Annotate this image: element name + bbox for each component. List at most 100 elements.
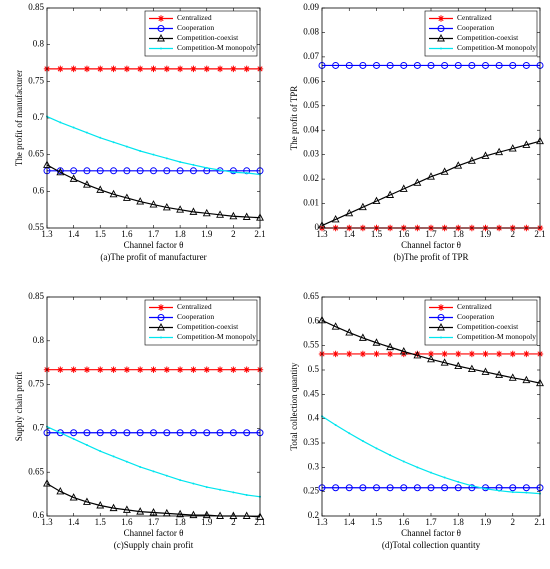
data-point: [245, 172, 248, 174]
data-point: [59, 121, 62, 124]
y-axis-label: Supply chain profit: [14, 371, 24, 441]
data-point: [508, 144, 517, 152]
data-point: [441, 61, 449, 69]
data-point: [454, 484, 462, 492]
data-point: [359, 484, 367, 492]
data-point: [346, 350, 353, 358]
data-point: [136, 167, 144, 175]
data-point: [334, 423, 337, 426]
y-tick-label: 0.55: [28, 222, 44, 232]
data-point: [205, 486, 208, 489]
data-point: [189, 510, 198, 519]
data-point: [331, 214, 340, 223]
data-point: [110, 65, 117, 73]
data-point: [232, 171, 235, 174]
data-point: [85, 131, 88, 134]
x-tick-label: 1.6: [398, 229, 410, 239]
data-point: [386, 190, 395, 198]
data-point: [427, 61, 435, 69]
data-point: [96, 167, 104, 175]
x-tick-label: 1.8: [453, 517, 465, 527]
y-tick-label: 0.65: [28, 149, 44, 159]
data-point: [152, 153, 155, 156]
y-tick-label: 0.45: [303, 388, 319, 398]
data-point: [176, 205, 185, 213]
y-axis-label: The profit of manufacturer: [14, 70, 24, 166]
data-point: [416, 466, 419, 469]
x-tick-label: 1.7: [148, 229, 160, 239]
y-tick-label: 0.55: [303, 340, 319, 350]
data-point: [216, 511, 225, 519]
data-point: [331, 322, 340, 330]
data-point: [358, 333, 367, 341]
x-axis-label: Channel factor θ: [124, 528, 184, 538]
data-point: [443, 476, 446, 479]
data-point: [136, 197, 145, 205]
series-line: [46, 164, 261, 219]
data-point: [216, 65, 224, 73]
legend-marker: [437, 34, 445, 42]
legend-marker: [157, 15, 165, 22]
data-point: [232, 491, 235, 494]
data-point: [243, 429, 251, 437]
data-point: [229, 167, 237, 175]
data-point: [440, 167, 449, 175]
legend-marker: [437, 323, 445, 331]
data-point: [190, 366, 197, 373]
y-tick-label: 0.8: [33, 39, 45, 49]
data-point: [150, 65, 157, 73]
data-point: [149, 200, 158, 208]
x-tick-label: 1.6: [121, 229, 133, 239]
x-tick-label: 1.4: [344, 229, 356, 239]
data-point: [179, 479, 182, 482]
legend-label: Centralized: [177, 13, 212, 22]
data-point: [400, 61, 408, 69]
data-point: [430, 471, 432, 474]
legend-marker: [160, 336, 162, 339]
data-point: [522, 61, 530, 69]
y-tick-label: 0.5: [308, 364, 320, 374]
data-point: [467, 364, 476, 372]
axes-frame: [321, 7, 541, 229]
y-tick-label: 0.75: [28, 379, 44, 389]
data-point: [414, 350, 421, 358]
data-point: [216, 366, 224, 373]
legend-label: Centralized: [457, 13, 492, 22]
data-point: [441, 484, 449, 492]
legend: CentralizedCooperationCompetition-coexis…: [424, 299, 538, 346]
y-tick-label: 0.6: [33, 510, 45, 520]
data-point: [413, 61, 421, 69]
y-axis-label: The profit of TPR: [289, 86, 299, 151]
data-point: [484, 487, 487, 490]
data-point: [56, 429, 64, 437]
data-point: [192, 482, 195, 485]
data-point: [495, 370, 504, 378]
data-point: [96, 185, 105, 193]
data-point: [389, 454, 392, 457]
y-tick-label: 0.4: [308, 413, 320, 423]
y-axis-label: Total collection quantity: [289, 362, 299, 450]
data-point: [109, 189, 118, 198]
data-point: [82, 497, 91, 505]
data-point: [245, 493, 248, 496]
data-point: [495, 61, 503, 69]
y-tick-label: 0.85: [28, 2, 44, 12]
y-tick-label: 0.04: [303, 124, 319, 134]
data-point: [522, 140, 531, 148]
data-point: [482, 61, 489, 69]
y-tick-label: 0.25: [303, 486, 319, 496]
data-point: [83, 65, 91, 73]
data-point: [468, 61, 476, 69]
data-point: [56, 487, 65, 495]
data-point: [525, 491, 528, 494]
x-tick-label: 1.6: [121, 517, 133, 527]
data-point: [57, 65, 64, 73]
data-point: [454, 361, 463, 370]
series-line: [321, 140, 541, 227]
x-tick-label: 2: [511, 517, 516, 527]
data-point: [176, 366, 184, 373]
data-point: [189, 167, 197, 175]
data-point: [202, 510, 211, 519]
legend-label: Competition-M monopoly: [457, 332, 536, 341]
x-tick-label: 1.4: [68, 517, 80, 527]
